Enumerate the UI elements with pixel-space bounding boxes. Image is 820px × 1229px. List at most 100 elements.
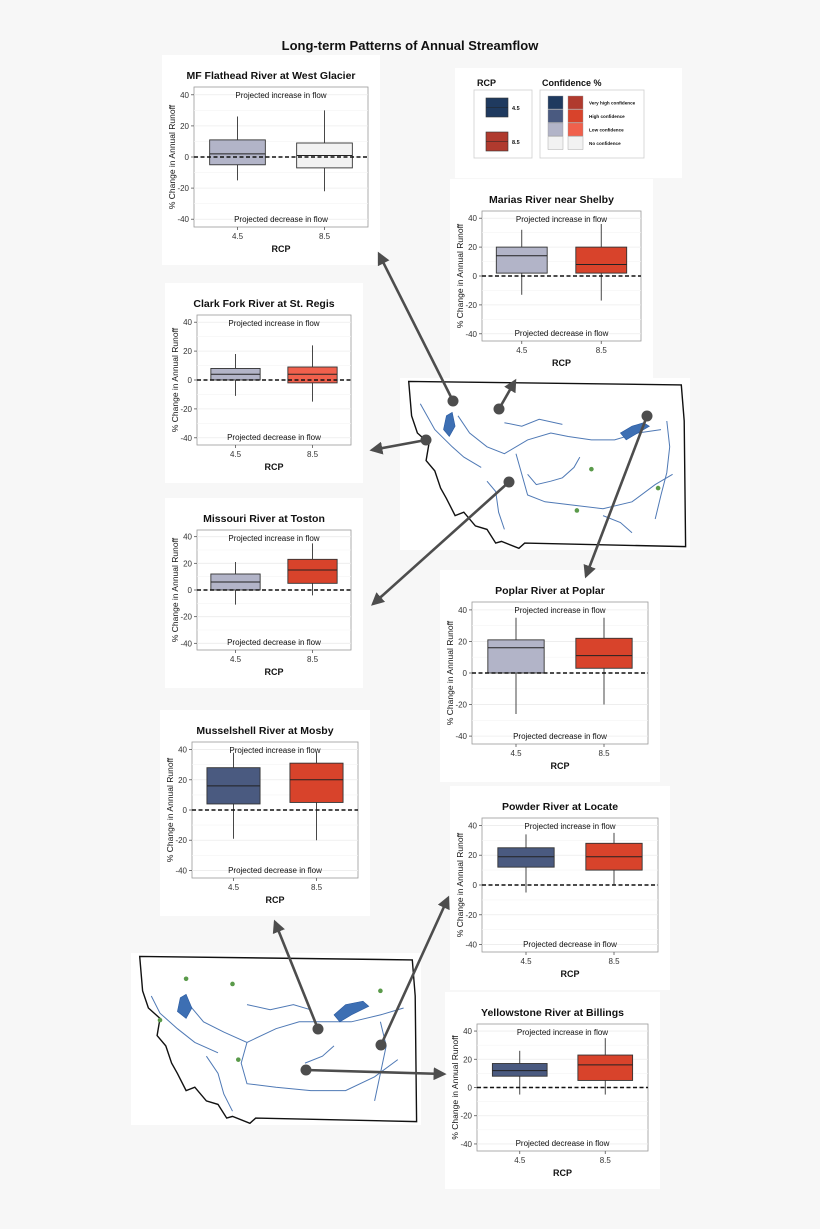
gauge-point: [230, 981, 235, 987]
box-iqr: [575, 637, 633, 669]
y-tick-label: 40: [468, 214, 477, 223]
x-tick-label: 4.5: [228, 883, 240, 892]
y-tick-label: 0: [188, 586, 193, 595]
y-tick-label: -20: [180, 405, 192, 414]
y-axis-label: % Change in Annual Runoff: [165, 757, 175, 862]
legend-confidence-label: High confidence: [589, 114, 625, 119]
x-axis-label: RCP: [553, 1168, 572, 1178]
legend-confidence-swatch-blue: [547, 109, 564, 123]
annotation-increase: Projected increase in flow: [524, 822, 615, 831]
box-8.5: [287, 543, 338, 596]
y-tick-label: 40: [183, 318, 192, 327]
station-marker: [312, 1023, 324, 1035]
box-4.5: [497, 834, 555, 893]
box-iqr: [497, 847, 555, 868]
x-axis-label: RCP: [264, 667, 283, 677]
annotation-decrease: Projected decrease in flow: [234, 215, 328, 224]
x-tick-label: 8.5: [319, 232, 331, 241]
station-marker: [300, 1064, 312, 1076]
chart-panel-4: Poplar River at Poplar 40 20 0 -20 -40% Chang…: [440, 570, 660, 782]
legend-confidence-swatch-red: [567, 109, 584, 123]
y-tick-label: -20: [175, 836, 187, 845]
page-title: Long-term Patterns of Annual Streamflow: [281, 38, 539, 53]
y-tick-label: -40: [175, 866, 187, 875]
station-marker: [420, 434, 432, 446]
reservoir: [443, 411, 456, 438]
river-line: [188, 1004, 404, 1043]
box-8.5: [289, 752, 344, 841]
river-line: [246, 1004, 311, 1011]
x-tick-label: 4.5: [230, 655, 242, 664]
x-tick-label: 8.5: [596, 346, 608, 355]
y-tick-label: 20: [183, 347, 192, 356]
y-axis-label: % Change in Annual Runoff: [445, 620, 455, 725]
x-tick-label: 8.5: [307, 450, 319, 459]
legend-confidence-swatch-red: [567, 122, 584, 137]
chart-title: MF Flathead River at West Glacier: [186, 70, 355, 82]
chart-title: Powder River at Locate: [502, 801, 618, 813]
box-iqr: [577, 1054, 634, 1081]
annotation-decrease: Projected decrease in flow: [513, 732, 607, 741]
x-tick-label: 4.5: [514, 1156, 526, 1165]
x-tick-label: 4.5: [516, 346, 528, 355]
box-8.5: [585, 832, 643, 885]
chart-panel-6: Powder River at Locate 40 20 0 -20 -40% Chang…: [450, 786, 670, 990]
y-tick-label: -20: [460, 1112, 472, 1121]
river-line: [486, 480, 505, 530]
y-tick-label: 40: [463, 1027, 472, 1036]
chart-title: Yellowstone River at Billings: [481, 1007, 624, 1019]
box-4.5: [491, 1050, 548, 1095]
y-tick-label: 20: [180, 122, 189, 131]
x-tick-label: 4.5: [520, 957, 532, 966]
connector-arrow: [272, 919, 320, 1030]
box-iqr: [287, 366, 338, 384]
legend-confidence-swatch-blue: [547, 95, 564, 110]
box-4.5: [210, 562, 261, 605]
annotation-increase: Projected increase in flow: [235, 91, 326, 100]
x-axis-label: RCP: [265, 895, 284, 905]
river-line: [240, 1042, 399, 1092]
chart-title: Poplar River at Poplar: [495, 585, 605, 597]
box-8.5: [296, 110, 353, 192]
box-8.5: [287, 345, 338, 402]
y-tick-label: 20: [458, 637, 467, 646]
legend-confidence-swatch-red: [567, 95, 584, 110]
montana-map-2: [131, 953, 421, 1125]
station-marker: [493, 403, 505, 415]
annotation-decrease: Projected decrease in flow: [523, 940, 617, 949]
station-marker: [503, 476, 515, 488]
chart-title: Marias River near Shelby: [489, 194, 614, 206]
chart-panel-3: Missouri River at Toston 40 20 0 -20 -40% Cha…: [165, 498, 363, 688]
y-tick-label: -40: [455, 732, 467, 741]
y-tick-label: -40: [465, 941, 477, 950]
river-line: [419, 403, 482, 468]
gauge-point: [157, 1017, 163, 1023]
x-axis-label: RCP: [264, 462, 283, 472]
y-axis-label: % Change in Annual Runoff: [170, 537, 180, 642]
montana-map-1: [400, 378, 690, 550]
annotation-increase: Projected increase in flow: [229, 746, 320, 755]
chart-panel-0: MF Flathead River at West Glacier 40 20 0 -2…: [162, 55, 380, 265]
river-line: [654, 420, 671, 520]
box-4.5: [487, 617, 545, 715]
y-tick-label: -20: [465, 911, 477, 920]
river-line: [150, 995, 219, 1054]
y-tick-label: -40: [180, 639, 192, 648]
y-tick-label: 0: [185, 153, 190, 162]
gauge-point: [589, 466, 594, 472]
box-iqr: [495, 246, 548, 274]
y-tick-label: -20: [455, 701, 467, 710]
y-tick-label: -20: [465, 301, 477, 310]
box-4.5: [206, 752, 261, 839]
gauge-point: [655, 485, 661, 491]
x-tick-label: 4.5: [510, 749, 522, 758]
y-tick-label: -40: [465, 330, 477, 339]
box-iqr: [575, 246, 628, 274]
y-tick-label: 0: [183, 806, 188, 815]
box-iqr: [209, 139, 266, 166]
legend-rcp-label: 8.5: [512, 140, 520, 146]
chart-panel-5: Musselshell River at Mosby 40 20 0 -20 -40% C…: [160, 710, 370, 916]
y-tick-label: 20: [463, 1055, 472, 1064]
annotation-decrease: Projected decrease in flow: [227, 638, 321, 647]
y-tick-label: 0: [473, 881, 478, 890]
